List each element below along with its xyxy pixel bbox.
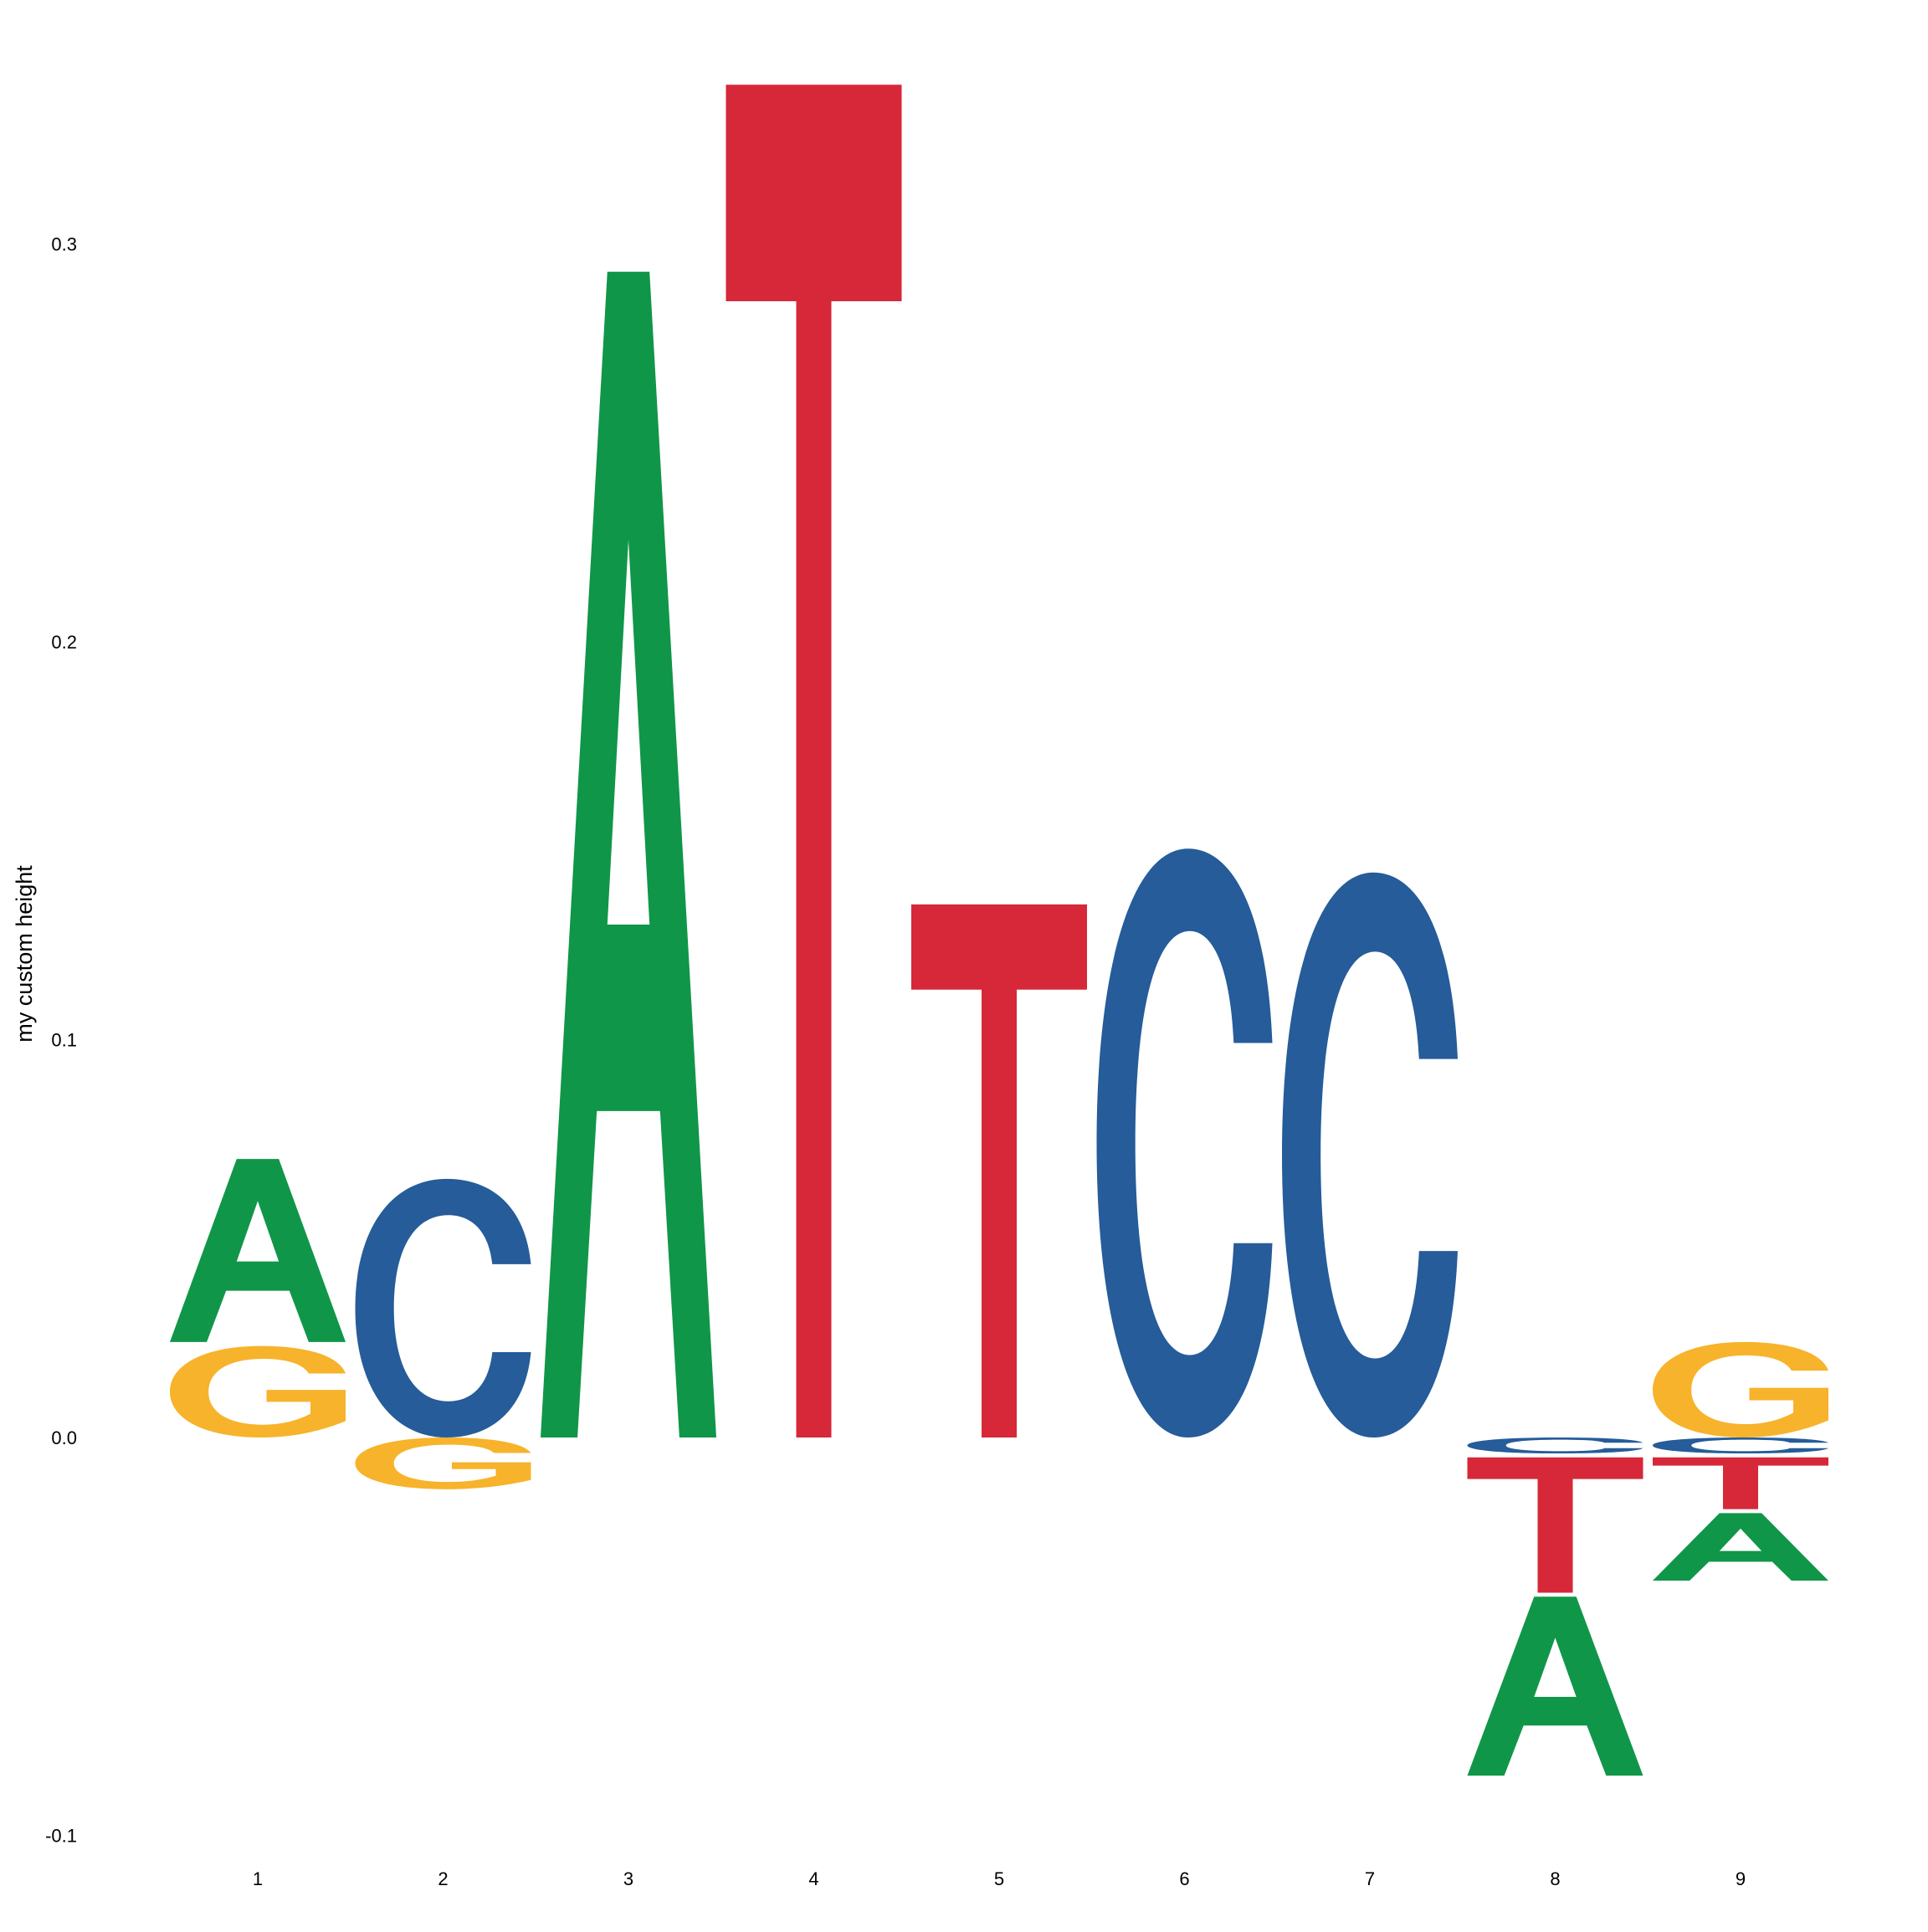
letter-g-pos-2 (355, 1437, 531, 1489)
x-tick-label: 9 (1736, 1868, 1746, 1889)
x-tick-label: 7 (1365, 1868, 1375, 1889)
x-tick-label: 3 (623, 1868, 633, 1889)
y-axis-ticks: -0.1 0.0 0.1 0.2 0.3 (45, 234, 77, 1847)
letter-c-pos-7 (1282, 872, 1458, 1437)
y-tick-label: 0.2 (51, 632, 77, 653)
y-tick-label: 0.0 (51, 1427, 77, 1448)
logo-letters (170, 85, 1828, 1776)
x-tick-label: 1 (253, 1868, 263, 1889)
x-axis-ticks: 1 2 3 4 5 6 7 8 9 (253, 1868, 1746, 1889)
y-tick-label: -0.1 (45, 1826, 77, 1847)
letter-g-pos-9 (1653, 1341, 1828, 1437)
letter-c-pos-2 (355, 1178, 531, 1437)
letter-a-pos-3 (541, 271, 716, 1437)
x-tick-label: 4 (808, 1868, 818, 1889)
letter-a-pos-9 (1653, 1513, 1828, 1581)
x-tick-label: 2 (438, 1868, 448, 1889)
letter-c-pos-9 (1653, 1437, 1828, 1454)
x-tick-label: 8 (1550, 1868, 1560, 1889)
y-tick-label: 0.3 (51, 234, 77, 255)
letter-t-pos-8 (1467, 1457, 1643, 1593)
letter-t-pos-5 (911, 904, 1087, 1437)
x-tick-label: 6 (1179, 1868, 1189, 1889)
letter-c-pos-6 (1096, 848, 1273, 1437)
letter-g-pos-1 (170, 1345, 346, 1437)
letter-t-pos-9 (1653, 1457, 1828, 1509)
y-axis-label: my custom height (12, 865, 37, 1043)
y-tick-label: 0.1 (51, 1030, 77, 1051)
letter-c-pos-8 (1467, 1437, 1643, 1454)
letter-a-pos-1 (170, 1159, 346, 1342)
letter-a-pos-8 (1467, 1596, 1643, 1776)
x-tick-label: 5 (994, 1868, 1004, 1889)
letter-t-pos-4 (726, 85, 902, 1437)
